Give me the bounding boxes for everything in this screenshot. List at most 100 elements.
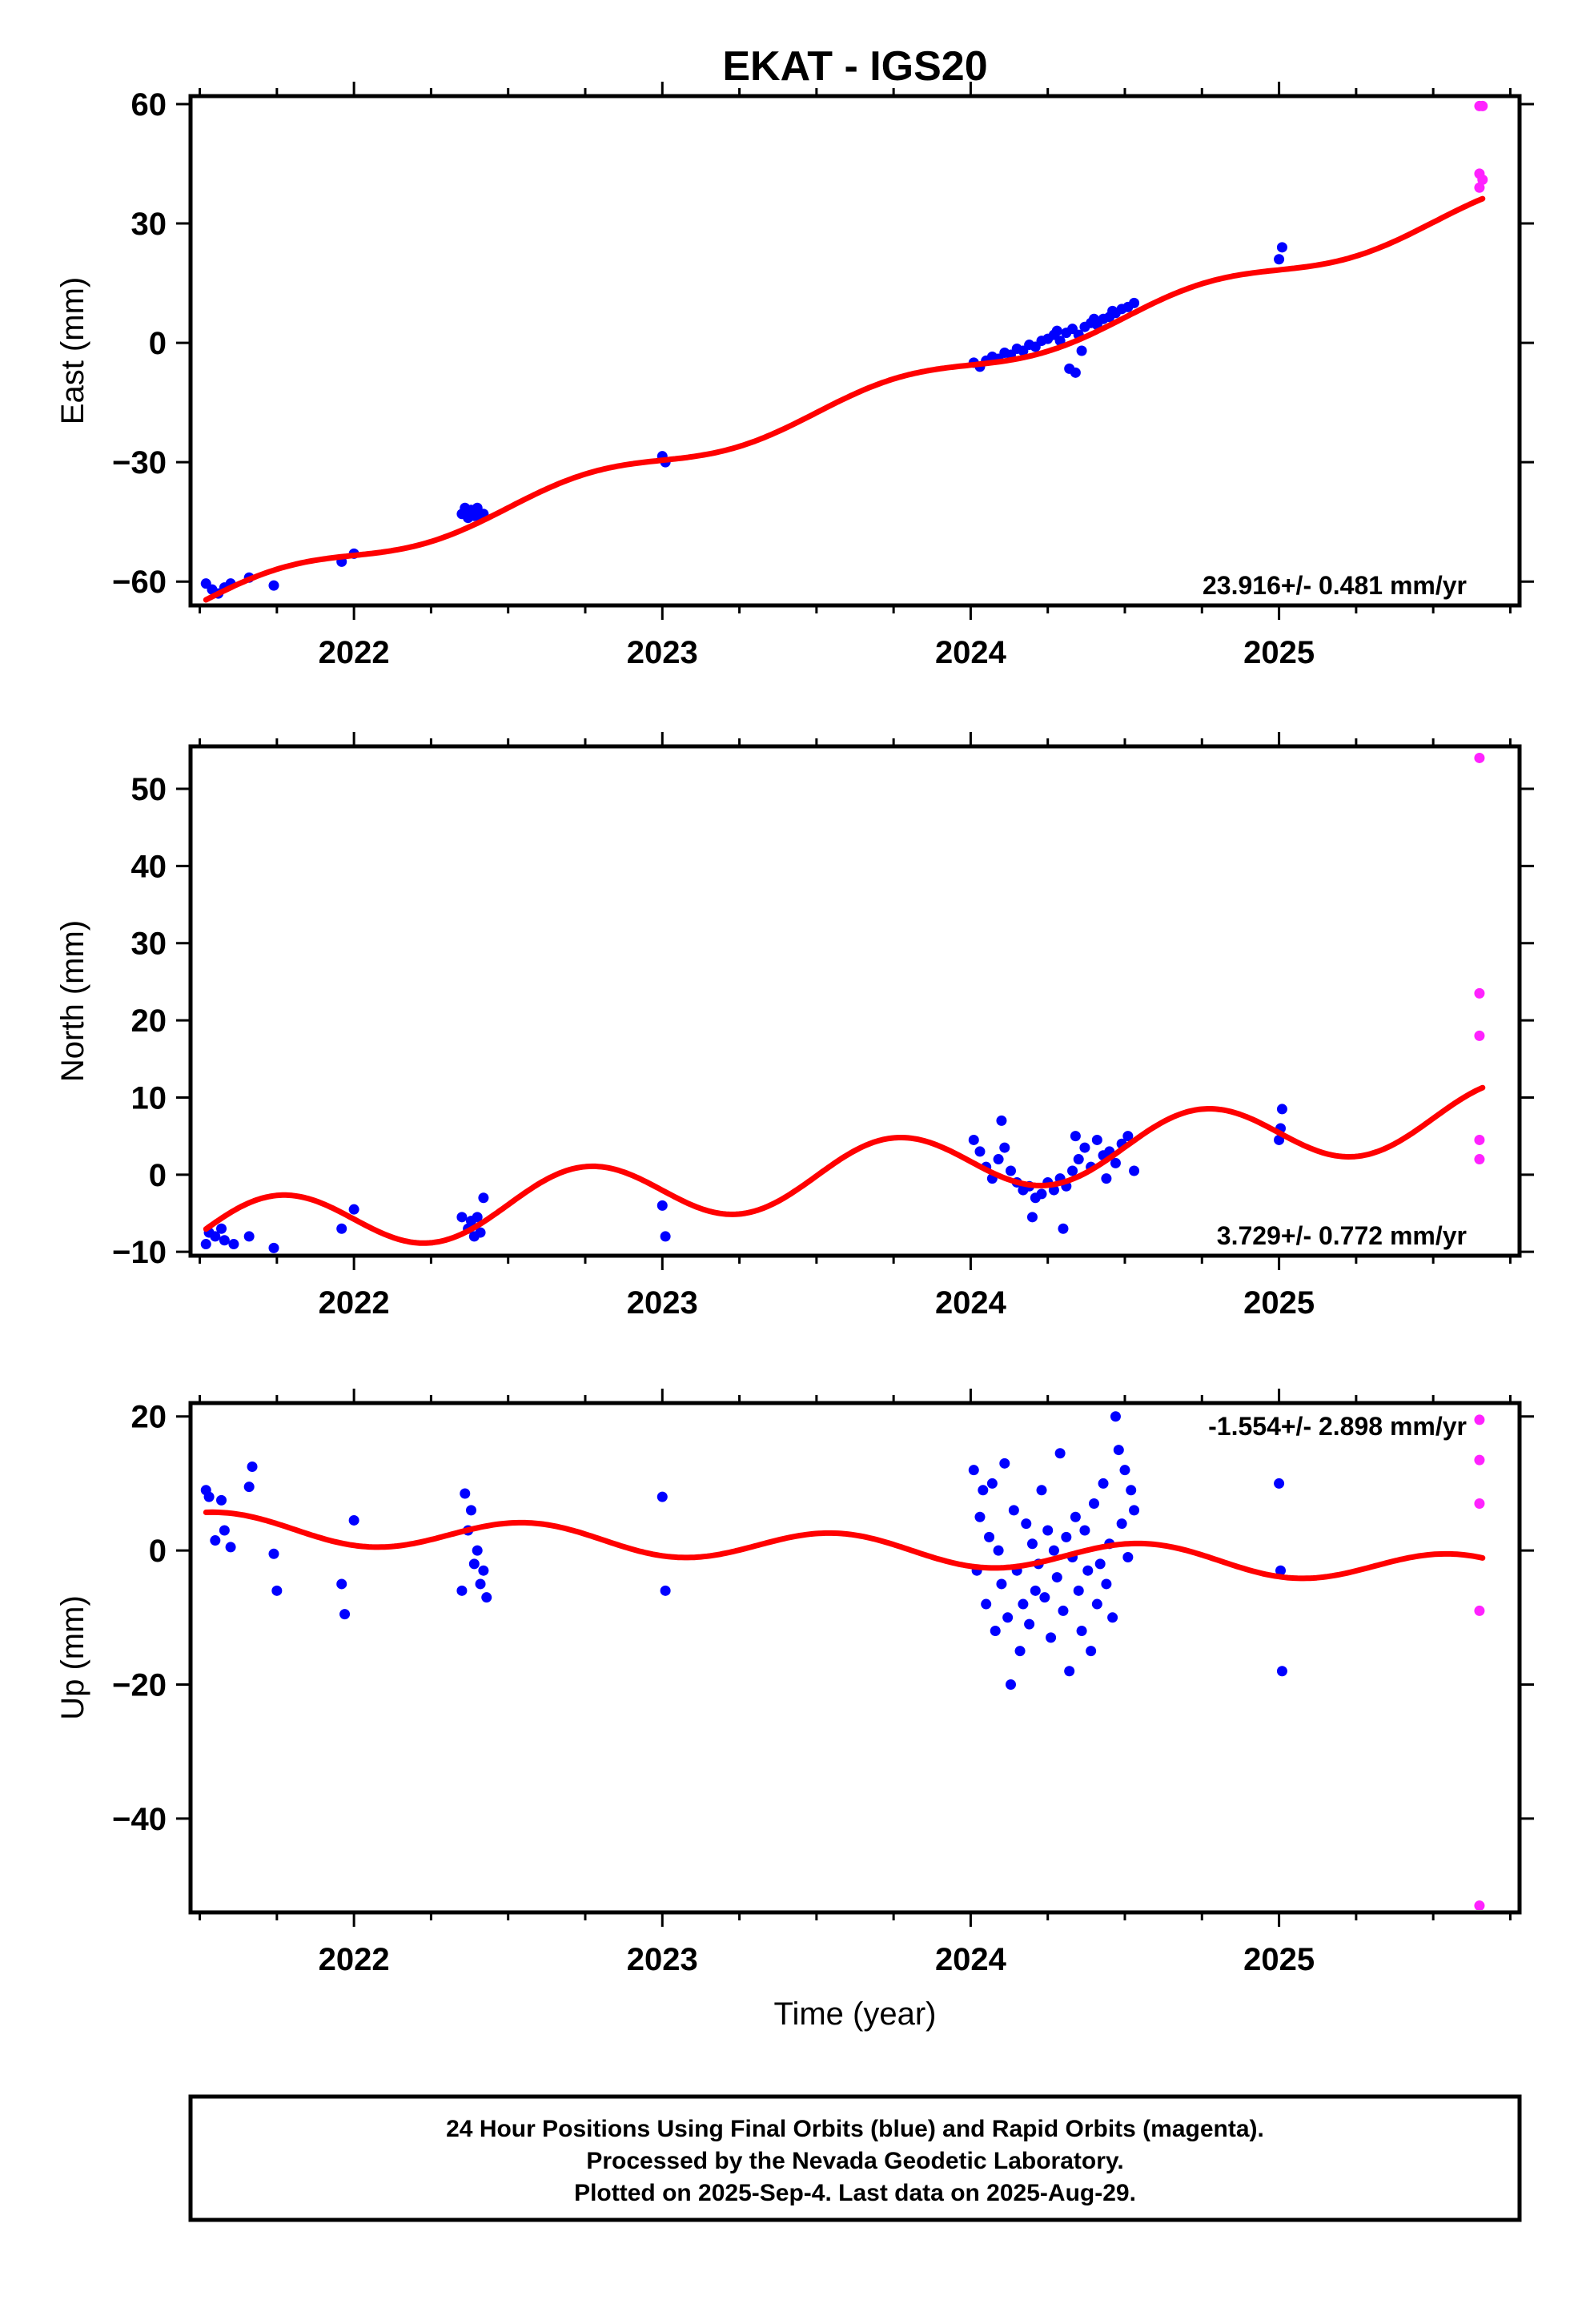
- east-xtick-label: 2025: [1243, 635, 1315, 670]
- up-point-final: [1006, 1679, 1017, 1690]
- up-point-final: [216, 1494, 227, 1506]
- east-ytick-label: −30: [112, 445, 167, 480]
- panel-east: 2022 2023 2024 2025 −60 −30 0 30 60 East (mm) 23.9…: [55, 82, 1534, 670]
- up-point-final: [1014, 1646, 1026, 1657]
- up-point-final: [219, 1525, 230, 1536]
- north-ytick-label: −10: [112, 1235, 167, 1270]
- east-point-rapid: [1477, 100, 1488, 111]
- up-point-final: [968, 1465, 979, 1476]
- up-point-final: [984, 1531, 995, 1542]
- up-point-final: [1079, 1525, 1090, 1536]
- up-xtick-label: 2022: [319, 1942, 390, 1977]
- footer-frame: [188, 2094, 1522, 2222]
- north-point-final: [475, 1227, 486, 1238]
- up-point-final: [1076, 1626, 1087, 1637]
- up-point-final: [999, 1458, 1010, 1469]
- east-point-final: [1076, 345, 1087, 356]
- up-point-final: [243, 1482, 255, 1493]
- up-point-final: [271, 1585, 283, 1596]
- up-point-final: [465, 1505, 476, 1516]
- north-point-final: [200, 1239, 211, 1250]
- panel-up: 2022 2023 2024 2025 −40 −20 0 20 Up (mm) Time (ye…: [55, 1389, 1534, 2032]
- up-point-final: [460, 1488, 471, 1499]
- north-xtick-label: 2022: [319, 1285, 390, 1321]
- east-point-final: [1274, 254, 1285, 265]
- up-point-final: [481, 1592, 492, 1603]
- east-marks: [200, 100, 1488, 603]
- north-point-final: [1067, 1165, 1078, 1176]
- north-ytick-label: 10: [131, 1080, 167, 1116]
- up-point-final: [1113, 1445, 1124, 1456]
- up-point-final: [1110, 1411, 1121, 1422]
- up-point-final: [1039, 1592, 1050, 1603]
- up-point-final: [336, 1578, 347, 1590]
- up-point-final: [268, 1548, 279, 1559]
- north-rate-label: 3.729+/- 0.772 mm/yr: [1217, 1221, 1467, 1250]
- panel-north: 2022 2023 2024 2025 −10 0 10 20 30 40 50 North (mm)…: [55, 732, 1534, 1321]
- up-point-final: [656, 1491, 668, 1502]
- north-point-final: [478, 1192, 489, 1204]
- east-ytick-label: 0: [149, 326, 167, 361]
- north-point-final: [1091, 1134, 1102, 1145]
- up-point-final: [1094, 1558, 1106, 1570]
- east-model-curve: [203, 195, 1486, 603]
- up-point-final-2025: [1274, 1478, 1285, 1489]
- east-point-rapid: [1477, 174, 1488, 185]
- north-point-final: [660, 1231, 671, 1242]
- up-point-final: [1129, 1505, 1140, 1516]
- north-point-rapid: [1474, 1154, 1485, 1165]
- up-point-final: [1026, 1538, 1038, 1550]
- up-point-final: [203, 1491, 215, 1502]
- up-point-final: [1046, 1632, 1057, 1643]
- up-point-final: [1122, 1551, 1134, 1562]
- up-point-final: [990, 1626, 1001, 1637]
- north-point-final: [1101, 1173, 1112, 1184]
- up-model-curve: [203, 1509, 1486, 1582]
- north-ytick-label: 20: [131, 1003, 167, 1039]
- north-frame: [188, 744, 1522, 1258]
- north-point-final: [216, 1223, 227, 1234]
- up-point-final: [1119, 1465, 1130, 1476]
- east-ytick-label: 30: [131, 207, 167, 242]
- up-point-final: [1024, 1618, 1035, 1630]
- up-point-final: [1002, 1612, 1014, 1623]
- up-ytick-label: 20: [131, 1400, 167, 1435]
- north-xtick-label: 2023: [627, 1285, 698, 1321]
- up-ytick-label: 0: [149, 1534, 167, 1569]
- north-point-final: [268, 1242, 279, 1253]
- north-point-final: [996, 1115, 1007, 1126]
- east-ytick-label: 60: [131, 87, 167, 123]
- up-point-final: [1008, 1505, 1019, 1516]
- east-xtick-label: 2023: [627, 635, 698, 670]
- north-ytick-label: 50: [131, 772, 167, 807]
- north-point-final-2025: [1276, 1104, 1287, 1115]
- north-point-final: [243, 1231, 255, 1242]
- north-ytick-label: 0: [149, 1158, 167, 1193]
- north-point-rapid: [1474, 1134, 1485, 1145]
- up-point-final: [1058, 1605, 1069, 1616]
- north-point-final: [472, 1212, 483, 1223]
- north-point-final: [999, 1142, 1010, 1153]
- east-rate-label: 23.916+/- 0.481 mm/yr: [1203, 571, 1467, 600]
- up-point-final: [1082, 1565, 1094, 1576]
- north-point-final: [1129, 1165, 1140, 1176]
- up-point-final: [348, 1514, 359, 1526]
- up-point-final: [1036, 1485, 1047, 1496]
- up-xlabel: Time (year): [774, 1996, 937, 2032]
- north-xtick-label: 2024: [935, 1285, 1007, 1321]
- north-point-final: [1110, 1157, 1121, 1168]
- up-point-final: [1107, 1612, 1118, 1623]
- up-point-rapid: [1474, 1414, 1485, 1425]
- up-ytick-label: −40: [112, 1802, 167, 1837]
- up-point-final: [475, 1578, 486, 1590]
- north-marks: [200, 752, 1486, 1253]
- east-frame: [188, 94, 1522, 608]
- north-point-final: [1122, 1131, 1134, 1142]
- north-point-final: [656, 1200, 668, 1211]
- up-xtick-label: 2023: [627, 1942, 698, 1977]
- north-point-rapid: [1474, 1030, 1485, 1041]
- up-point-final: [478, 1565, 489, 1576]
- up-point-final: [1088, 1498, 1099, 1510]
- up-point-final: [1070, 1511, 1081, 1522]
